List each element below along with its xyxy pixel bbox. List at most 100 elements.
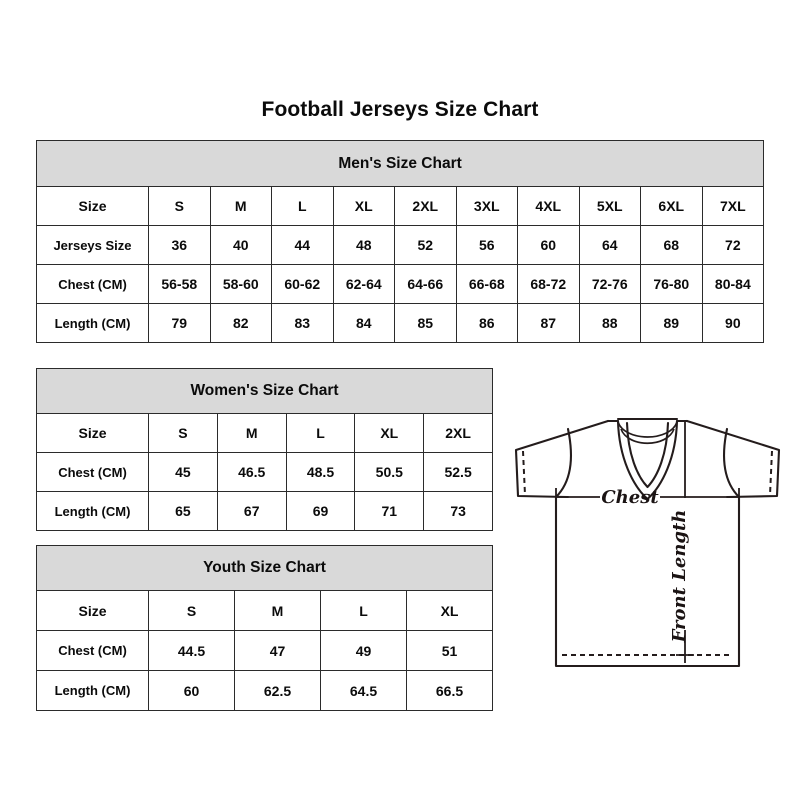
youth-length-xl: 66.5 [405, 670, 494, 711]
youth-size-table: Youth Size Chart Size S M L XL Chest (CM… [35, 545, 494, 711]
womens-size-s: S [148, 413, 218, 453]
womens-length-l: 69 [285, 491, 356, 531]
table-row: Chest (CM) 45 46.5 48.5 50.5 52.5 [36, 452, 494, 492]
table-row: Chest (CM) 44.5 47 49 51 [36, 630, 494, 671]
womens-length-2xl: 73 [423, 491, 494, 531]
youth-size-m: M [234, 590, 321, 631]
mens-jerseys-size-2xl: 52 [394, 225, 457, 265]
womens-row-label-chest: Chest (CM) [36, 452, 149, 492]
front-length-measure-label: Front Length [669, 510, 690, 644]
womens-length-s: 65 [148, 491, 218, 531]
mens-chest-4xl: 68-72 [517, 264, 580, 304]
womens-size-m: M [216, 413, 287, 453]
right-cuff-dashed-line [769, 450, 773, 496]
youth-row-label-chest: Chest (CM) [36, 630, 149, 671]
jersey-measurement-diagram: Chest Front Length [505, 398, 790, 688]
table-row: Length (CM) 60 62.5 64.5 66.5 [36, 670, 494, 711]
mens-jerseys-size-l: 44 [271, 225, 334, 265]
mens-chest-6xl: 76-80 [640, 264, 703, 304]
mens-header-row: Size S M L XL 2XL 3XL 4XL 5XL 6XL 7XL [36, 186, 765, 226]
mens-length-xl: 84 [332, 303, 395, 343]
mens-jerseys-size-m: 40 [209, 225, 272, 265]
right-sleeve-seam [723, 427, 741, 499]
womens-length-xl: 71 [354, 491, 425, 531]
youth-length-l: 64.5 [320, 670, 407, 711]
mens-chest-2xl: 64-66 [394, 264, 457, 304]
torso-outline [554, 495, 741, 668]
womens-size-l: L [285, 413, 356, 453]
mens-size-l: L [271, 186, 334, 226]
womens-length-m: 67 [216, 491, 287, 531]
mens-chest-xl: 62-64 [332, 264, 395, 304]
mens-size-table: Men's Size Chart Size S M L XL 2XL 3XL 4… [35, 140, 765, 343]
mens-length-3xl: 86 [455, 303, 518, 343]
mens-length-4xl: 87 [517, 303, 580, 343]
mens-jerseys-size-5xl: 64 [578, 225, 641, 265]
collar-inner-v [625, 421, 670, 489]
left-cuff-dashed-line [522, 450, 526, 496]
youth-table-caption: Youth Size Chart [35, 545, 494, 591]
collar-band-curve-second [620, 428, 675, 444]
womens-size-header: Size [36, 413, 149, 453]
mens-jerseys-size-xl: 48 [332, 225, 395, 265]
mens-length-7xl: 90 [701, 303, 765, 343]
page-title: Football Jerseys Size Chart [261, 98, 539, 121]
mens-chest-m: 58-60 [209, 264, 272, 304]
mens-chest-s: 56-58 [148, 264, 211, 304]
womens-size-table: Women's Size Chart Size S M L XL 2XL Che… [35, 368, 494, 531]
mens-jerseys-size-7xl: 72 [701, 225, 765, 265]
mens-size-xl: XL [332, 186, 395, 226]
youth-length-s: 60 [148, 670, 235, 711]
mens-jerseys-size-3xl: 56 [455, 225, 518, 265]
youth-chest-s: 44.5 [148, 630, 235, 671]
mens-table-caption: Men's Size Chart [35, 140, 765, 187]
table-row: Chest (CM) 56-58 58-60 60-62 62-64 64-66… [36, 264, 765, 304]
youth-size-xl: XL [405, 590, 494, 631]
youth-chest-l: 49 [320, 630, 407, 671]
mens-size-7xl: 7XL [701, 186, 765, 226]
womens-size-2xl: 2XL [423, 413, 494, 453]
mens-size-6xl: 6XL [640, 186, 703, 226]
mens-jerseys-size-4xl: 60 [517, 225, 580, 265]
collar-band-curve-top [617, 421, 678, 438]
womens-row-label-length: Length (CM) [36, 491, 149, 531]
youth-row-label-length: Length (CM) [36, 670, 149, 711]
womens-size-xl: XL [354, 413, 425, 453]
mens-size-s: S [148, 186, 211, 226]
youth-chest-m: 47 [234, 630, 321, 671]
mens-size-5xl: 5XL [578, 186, 641, 226]
chest-measure-label: Chest [601, 487, 659, 508]
womens-chest-2xl: 52.5 [423, 452, 494, 492]
mens-chest-l: 60-62 [271, 264, 334, 304]
mens-length-m: 82 [209, 303, 272, 343]
youth-size-header: Size [36, 590, 149, 631]
youth-size-s: S [148, 590, 235, 631]
collar-outer-v [616, 419, 679, 501]
left-sleeve-seam [554, 427, 572, 499]
right-sleeve-outline [685, 419, 781, 499]
mens-size-4xl: 4XL [517, 186, 580, 226]
mens-size-m: M [209, 186, 272, 226]
mens-chest-7xl: 80-84 [701, 264, 765, 304]
womens-chest-s: 45 [148, 452, 218, 492]
mens-row-label-chest: Chest (CM) [36, 264, 149, 304]
mens-length-l: 83 [271, 303, 334, 343]
youth-length-m: 62.5 [234, 670, 321, 711]
table-row: Length (CM) 65 67 69 71 73 [36, 491, 494, 531]
mens-chest-3xl: 66-68 [455, 264, 518, 304]
table-row: Length (CM) 79 82 83 84 85 86 87 88 89 9… [36, 303, 765, 343]
mens-row-label-length: Length (CM) [36, 303, 149, 343]
youth-size-l: L [320, 590, 407, 631]
mens-length-6xl: 89 [640, 303, 703, 343]
womens-chest-xl: 50.5 [354, 452, 425, 492]
table-row: Jerseys Size 36 40 44 48 52 56 60 64 68 … [36, 225, 765, 265]
womens-chest-m: 46.5 [216, 452, 287, 492]
womens-header-row: Size S M L XL 2XL [36, 413, 494, 453]
youth-chest-xl: 51 [405, 630, 494, 671]
youth-header-row: Size S M L XL [36, 590, 494, 631]
mens-chest-5xl: 72-76 [578, 264, 641, 304]
womens-chest-l: 48.5 [285, 452, 356, 492]
mens-size-2xl: 2XL [394, 186, 457, 226]
mens-length-s: 79 [148, 303, 211, 343]
